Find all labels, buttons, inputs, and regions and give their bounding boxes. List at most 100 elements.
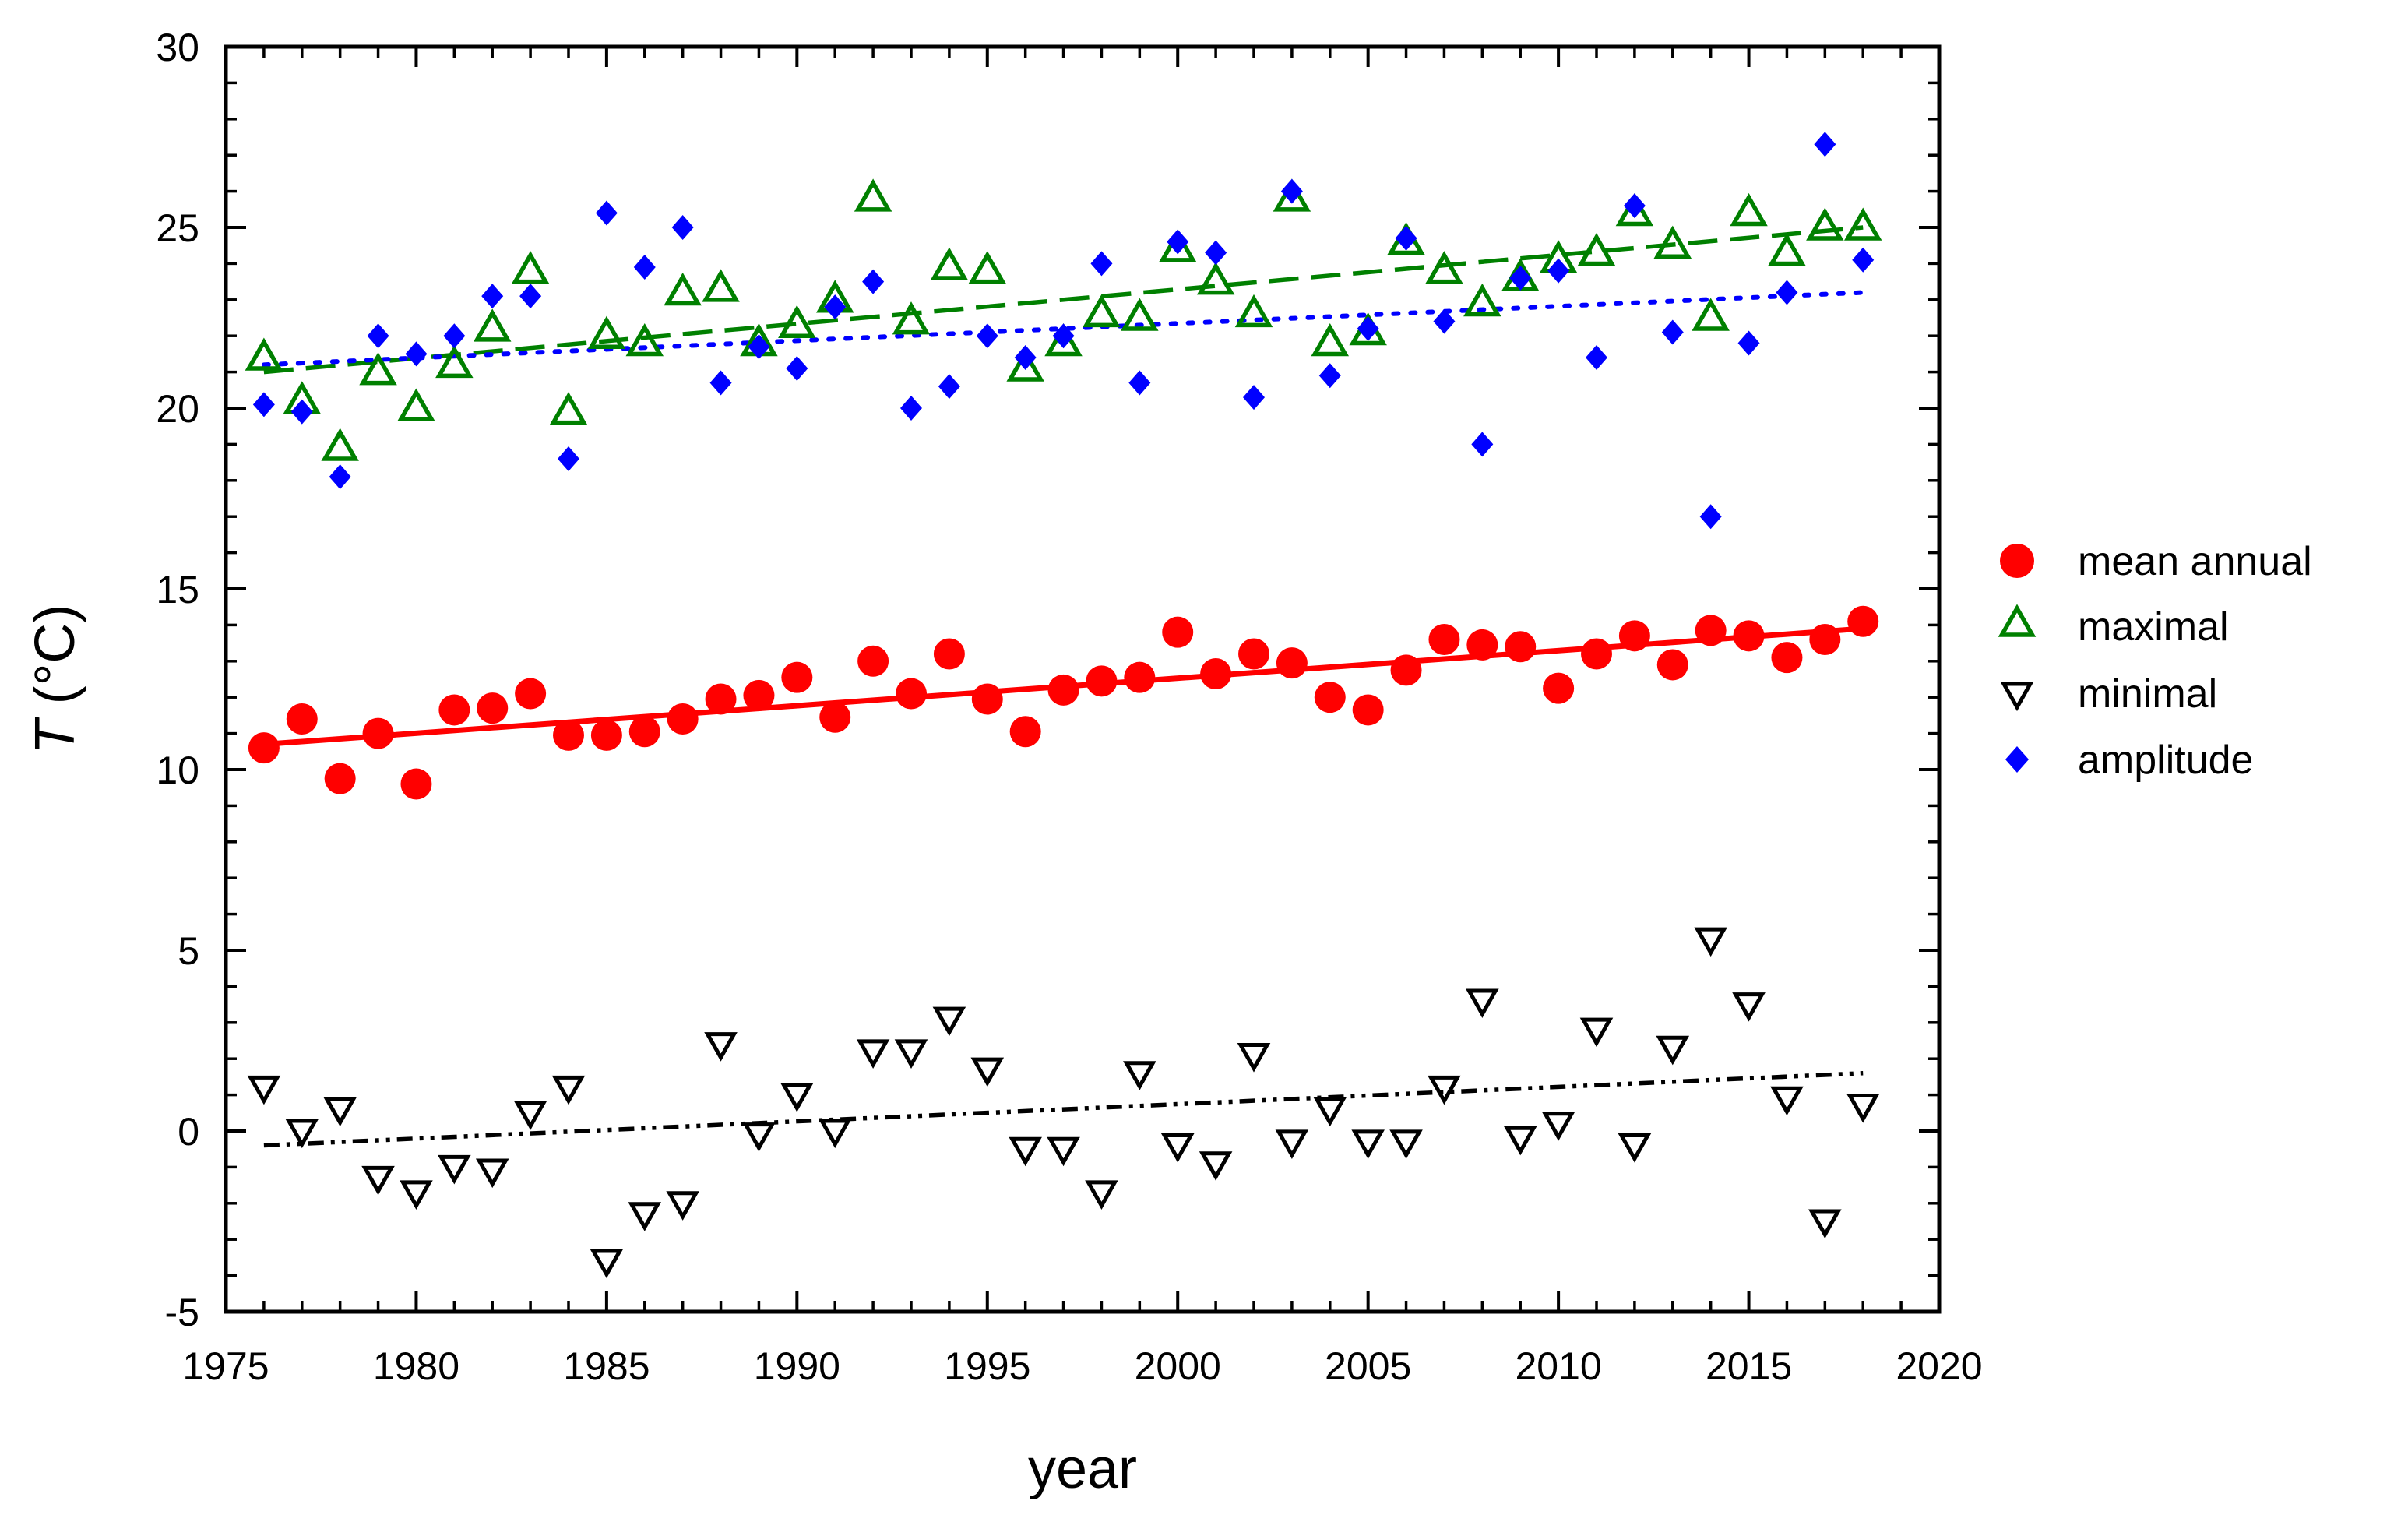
point-amplitude: [1471, 432, 1494, 457]
point-mean-annual: [1466, 629, 1498, 661]
y-tick-label: 25: [156, 206, 199, 250]
point-amplitude: [1433, 308, 1456, 334]
point-mean-annual: [743, 679, 775, 711]
point-maximal: [473, 308, 512, 342]
point-mean-annual: [667, 703, 699, 735]
point-amplitude: [558, 446, 579, 471]
point-maximal: [549, 392, 588, 425]
point-mean-annual: [1047, 674, 1079, 706]
point-amplitude: [481, 284, 504, 309]
point-minimal: [1085, 1180, 1118, 1210]
point-mean-annual: [1200, 658, 1232, 690]
point-minimal: [742, 1122, 776, 1152]
point-mean-annual: [1428, 623, 1460, 655]
point-minimal: [551, 1075, 586, 1105]
point-minimal: [1237, 1043, 1271, 1073]
y-tick-label: 20: [156, 387, 199, 431]
point-mean-annual: [1656, 649, 1688, 681]
legend-item-mean-annual: mean annual: [2000, 539, 2312, 584]
point-maximal: [1692, 298, 1730, 331]
point-minimal: [1160, 1133, 1195, 1163]
point-maximal: [1121, 298, 1159, 331]
point-amplitude: [748, 334, 770, 360]
point-minimal: [361, 1165, 395, 1196]
point-minimal: [1466, 988, 1499, 1019]
point-maximal: [1768, 232, 1806, 266]
point-amplitude: [1814, 132, 1836, 157]
point-maximal: [359, 352, 397, 386]
point-minimal: [1503, 1126, 1537, 1156]
point-maximal: [892, 301, 931, 335]
point-mean-annual: [248, 732, 280, 764]
point-amplitude: [1128, 370, 1151, 396]
point-mean-annual: [1352, 694, 1384, 726]
point-maximal: [587, 315, 626, 349]
point-minimal: [1846, 1094, 1880, 1123]
point-maximal: [321, 428, 359, 461]
legend-item-amplitude: amplitude: [2005, 738, 2253, 783]
legend-label-minimal: minimal: [2078, 671, 2217, 717]
point-minimal: [1579, 1017, 1614, 1048]
point-minimal: [1389, 1129, 1423, 1159]
point-amplitude: [1280, 178, 1303, 204]
point-mean-annual: [896, 678, 927, 710]
point-minimal: [323, 1097, 357, 1127]
point-minimal: [1047, 1136, 1080, 1167]
x-tick-label: 1980: [373, 1344, 459, 1388]
point-amplitude: [1852, 247, 1875, 273]
point-minimal: [1428, 1075, 1461, 1105]
point-amplitude: [290, 399, 313, 425]
legend-label-maximal: maximal: [2078, 604, 2229, 650]
point-mean-annual: [362, 717, 394, 749]
point-mean-annual: [438, 694, 470, 726]
x-tick-label: 1975: [182, 1344, 269, 1388]
point-amplitude: [1776, 280, 1798, 305]
point-maximal: [1577, 232, 1616, 266]
point-minimal: [438, 1154, 471, 1185]
point-minimal: [1732, 992, 1766, 1022]
point-mean-annual: [1505, 631, 1537, 663]
point-minimal: [780, 1083, 814, 1112]
point-amplitude: [1318, 363, 1341, 389]
point-amplitude: [900, 396, 922, 421]
point-amplitude: [1586, 345, 1607, 371]
legend-marker-mean-annual: [2000, 544, 2034, 578]
point-amplitude: [862, 269, 885, 294]
point-mean-annual: [1847, 605, 1879, 637]
point-maximal: [854, 178, 892, 212]
point-amplitude: [1167, 229, 1189, 255]
point-mean-annual: [971, 683, 1003, 715]
point-maximal: [511, 251, 550, 284]
point-amplitude: [329, 464, 351, 490]
point-maximal: [702, 269, 740, 302]
point-amplitude: [1509, 265, 1532, 291]
x-axis-title: year: [1028, 1438, 1137, 1500]
legend-label-mean-annual: mean annual: [2078, 539, 2312, 584]
point-amplitude: [1547, 258, 1570, 284]
y-tick-label: 10: [156, 749, 199, 792]
point-amplitude: [1623, 193, 1646, 219]
x-tick-label: 2020: [1896, 1344, 1982, 1388]
point-amplitude: [709, 370, 732, 396]
point-mean-annual: [553, 719, 584, 751]
point-mean-annual: [933, 638, 965, 670]
point-amplitude: [405, 341, 428, 367]
point-mean-annual: [1124, 661, 1156, 693]
point-amplitude: [595, 200, 618, 226]
data-points: [245, 132, 1882, 1279]
point-mean-annual: [1581, 638, 1612, 670]
plot-area: [224, 44, 1942, 1314]
point-maximal: [1273, 178, 1311, 212]
point-amplitude: [367, 323, 389, 349]
point-maximal: [1843, 207, 1882, 241]
point-mean-annual: [1238, 638, 1269, 670]
point-amplitude: [1052, 323, 1075, 349]
x-tick-label: 1985: [563, 1344, 650, 1388]
point-minimal: [1618, 1133, 1652, 1163]
point-maximal: [664, 272, 702, 306]
point-amplitude: [519, 284, 542, 309]
point-minimal: [285, 1119, 319, 1149]
point-amplitude: [1395, 225, 1417, 251]
point-maximal: [245, 337, 283, 371]
legend-item-minimal: minimal: [2000, 671, 2217, 717]
